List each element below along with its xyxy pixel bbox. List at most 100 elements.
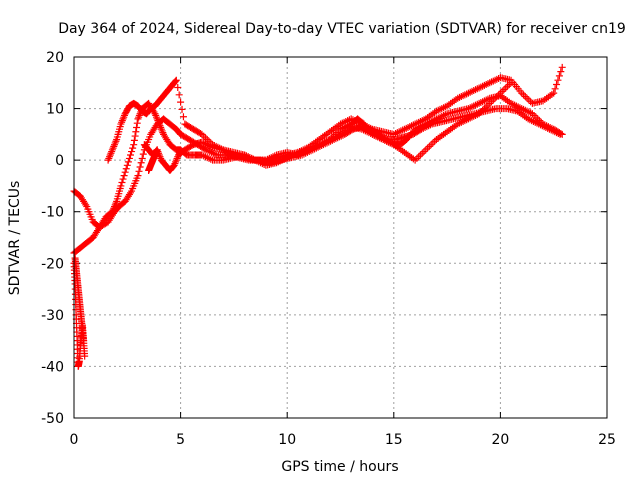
chart-title: Day 364 of 2024, Sidereal Day-to-day VTE… xyxy=(58,21,626,37)
data-point xyxy=(133,119,141,127)
data-point xyxy=(133,123,141,131)
data-point xyxy=(553,81,561,89)
data-point xyxy=(178,105,186,113)
data-point xyxy=(551,85,559,93)
data-point xyxy=(172,156,180,164)
data-point xyxy=(201,145,209,153)
data-point xyxy=(120,113,128,121)
data-point xyxy=(550,89,558,97)
data-point xyxy=(527,98,535,106)
data-point xyxy=(117,182,125,190)
data-point xyxy=(108,146,116,154)
data-point xyxy=(498,87,506,95)
data-point xyxy=(134,172,142,180)
data-point xyxy=(119,115,127,123)
data-point xyxy=(124,158,132,166)
data-point xyxy=(519,91,527,99)
data-point xyxy=(504,82,512,90)
y-tick-label: -50 xyxy=(41,411,64,427)
data-point xyxy=(418,149,426,157)
x-tick-label: 25 xyxy=(598,432,616,448)
data-point xyxy=(171,78,179,86)
data-point xyxy=(422,146,430,154)
data-point xyxy=(139,150,147,158)
y-tick-label: -30 xyxy=(41,308,64,324)
series-trace-b xyxy=(70,105,564,257)
data-point xyxy=(121,168,129,176)
data-point xyxy=(108,148,116,156)
data-point xyxy=(493,93,501,101)
data-point xyxy=(152,111,160,119)
plot-frame xyxy=(73,56,608,419)
x-tick-label: 20 xyxy=(491,432,509,448)
data-point xyxy=(521,93,529,101)
x-tick-label: 15 xyxy=(385,432,403,448)
data-point xyxy=(416,151,424,159)
data-point xyxy=(158,127,166,135)
data-point xyxy=(129,144,137,152)
data-point xyxy=(110,142,118,150)
data-point xyxy=(416,126,424,134)
data-point xyxy=(413,154,421,162)
data-point xyxy=(172,77,180,85)
data-point xyxy=(427,141,435,149)
data-point xyxy=(137,159,145,167)
data-point xyxy=(111,139,119,147)
y-tick-label: 10 xyxy=(46,102,64,118)
data-point xyxy=(557,68,565,76)
data-point xyxy=(502,84,510,92)
series-trace-f xyxy=(71,254,88,345)
data-point xyxy=(109,144,117,152)
data-point xyxy=(118,178,126,186)
data-point xyxy=(175,91,183,99)
data-point xyxy=(174,84,182,92)
data-point xyxy=(104,156,112,164)
data-point xyxy=(138,154,146,162)
data-point xyxy=(201,134,209,142)
data-point xyxy=(135,111,143,119)
data-point xyxy=(125,154,133,162)
data-point xyxy=(172,158,180,166)
data-point xyxy=(179,113,187,121)
data-point xyxy=(171,160,179,168)
y-axis-label: SDTVAR / TECUs xyxy=(7,181,23,296)
x-tick-label: 0 xyxy=(70,432,79,448)
data-point xyxy=(420,148,428,156)
data-point xyxy=(425,142,433,150)
data-point xyxy=(80,337,88,345)
plot-points xyxy=(70,63,566,370)
data-point xyxy=(558,63,566,71)
y-tick-label: -20 xyxy=(41,256,64,272)
data-point xyxy=(126,151,134,159)
x-tick-label: 10 xyxy=(278,432,296,448)
x-axis-label: GPS time / hours xyxy=(281,459,398,475)
data-point xyxy=(554,76,562,84)
data-point xyxy=(122,165,130,173)
data-point xyxy=(555,72,563,80)
data-point xyxy=(151,110,159,118)
y-tick-label: -10 xyxy=(41,205,64,221)
data-point xyxy=(128,148,136,156)
data-point xyxy=(120,111,128,119)
y-tick-label: 0 xyxy=(55,153,64,169)
data-point xyxy=(429,139,437,147)
series-trace-c xyxy=(104,76,515,164)
series-trace-d xyxy=(140,63,566,174)
data-point xyxy=(500,86,508,94)
data-point xyxy=(153,146,161,154)
data-point xyxy=(105,154,113,162)
data-point xyxy=(132,128,140,136)
data-point xyxy=(82,201,90,209)
data-point xyxy=(123,161,131,169)
series-trace-g xyxy=(145,146,161,174)
data-point xyxy=(135,113,143,121)
data-point xyxy=(424,144,432,152)
data-point xyxy=(111,141,119,149)
data-point xyxy=(135,167,143,175)
data-point xyxy=(152,113,160,121)
tick-labels: 0 5 10 15 20 25 -50 -40 -30 -20 -10 0 10 20 xyxy=(41,50,616,448)
data-point xyxy=(112,137,120,145)
data-point xyxy=(170,161,178,169)
data-point xyxy=(106,151,114,159)
